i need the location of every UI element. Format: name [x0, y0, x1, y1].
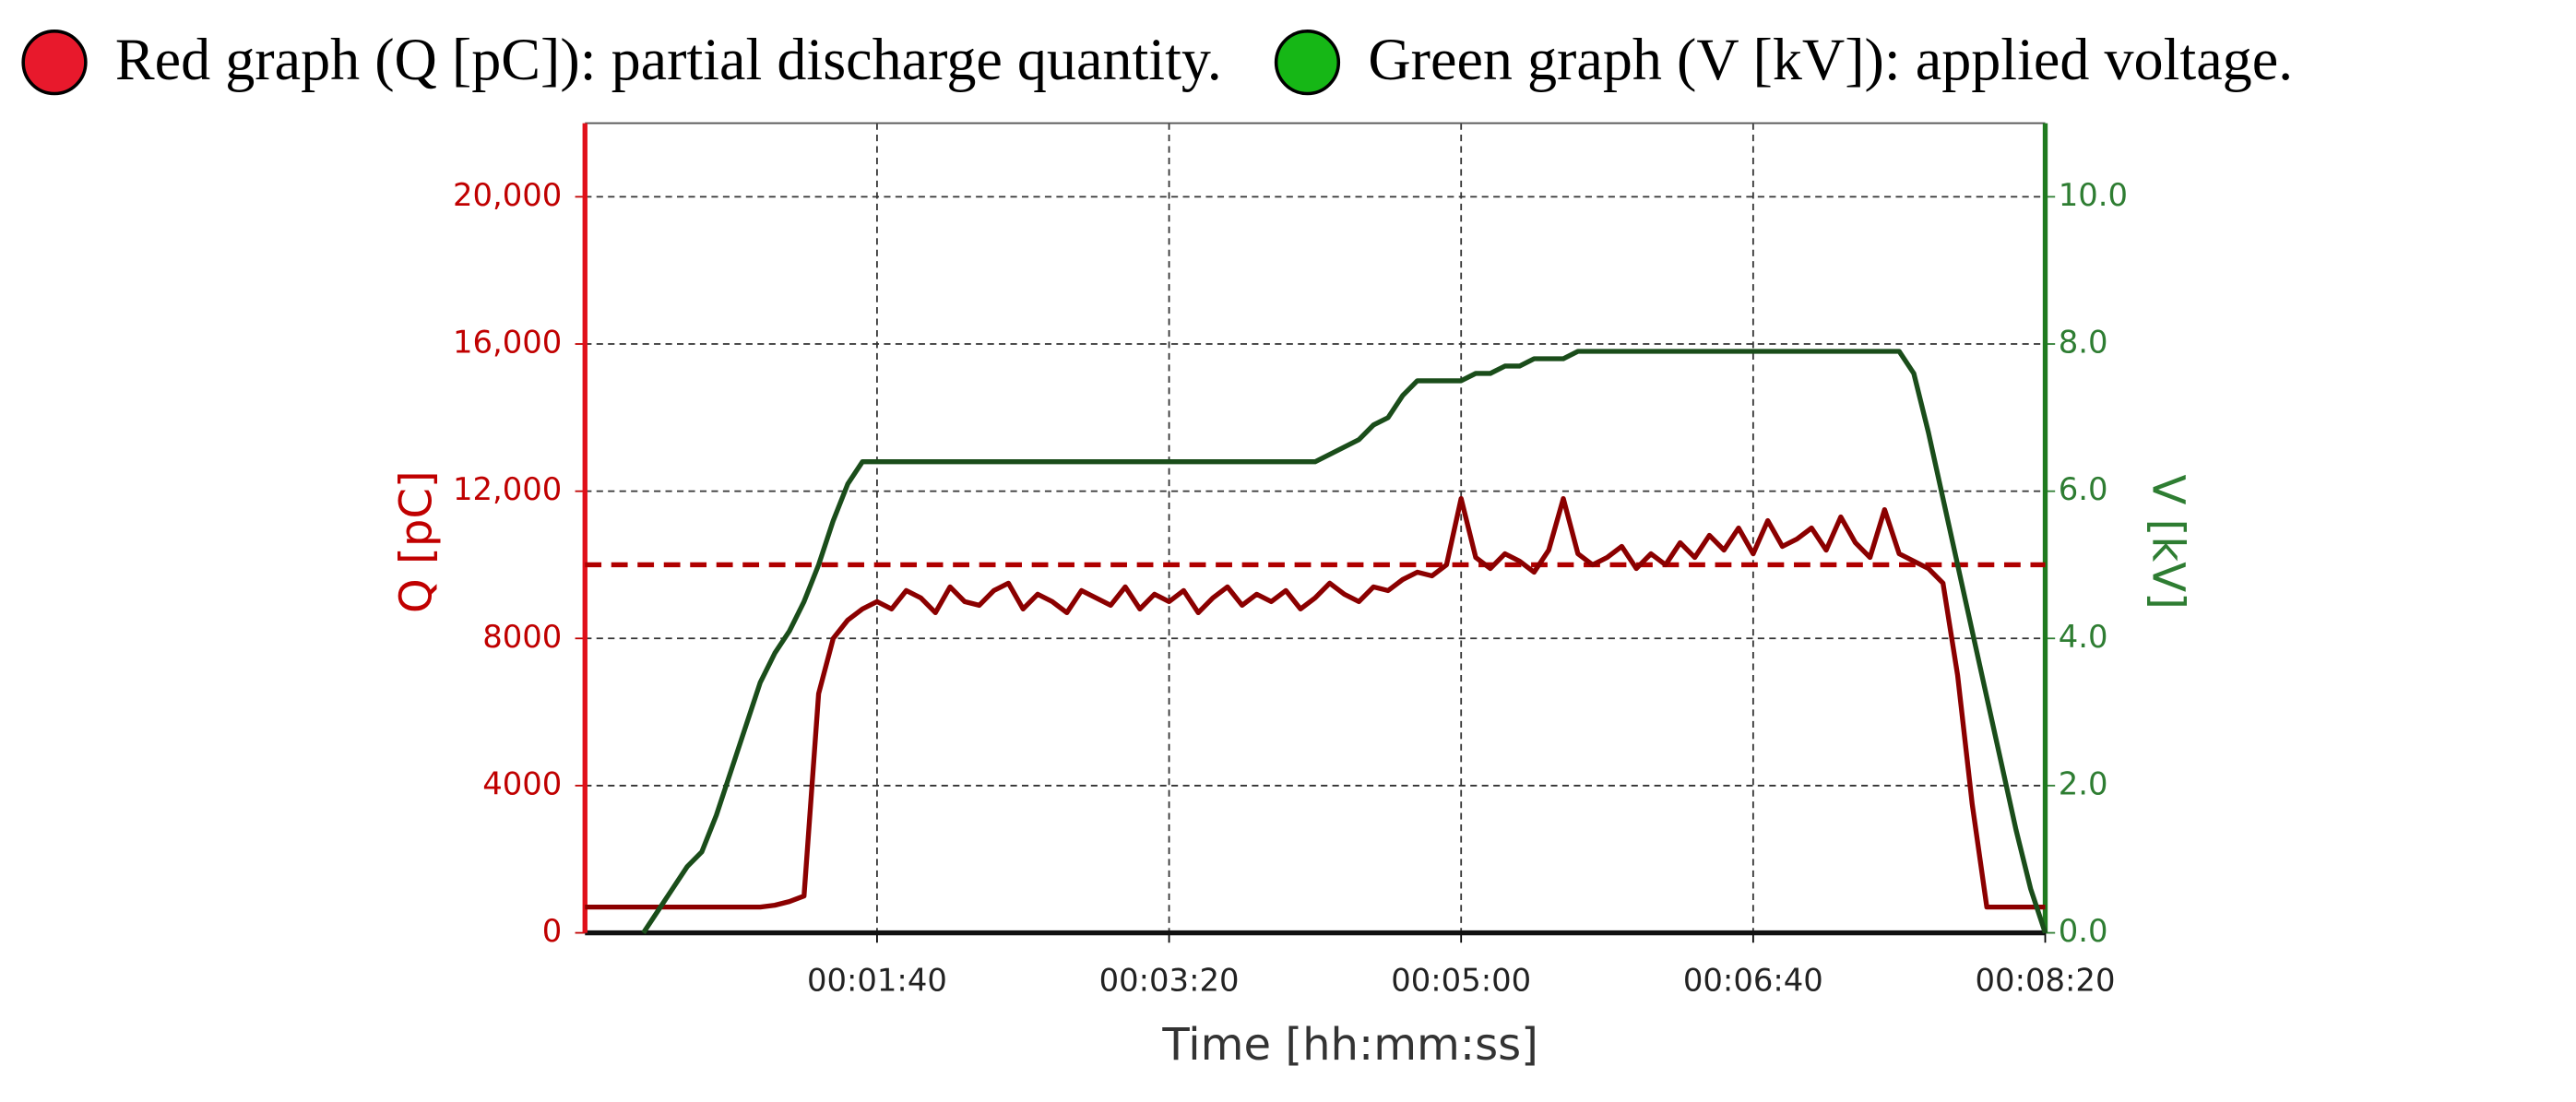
x-tick-label: 00:03:20: [1099, 962, 1240, 998]
y2-tick-label: 8.0: [2059, 325, 2108, 361]
x-tick-label: 00:05:00: [1391, 962, 1531, 998]
y2-tick-label: 0.0: [2059, 913, 2108, 949]
legend-label: Green graph (V [kV]): applied voltage.: [1368, 27, 2293, 92]
x-tick-label: 00:08:20: [1976, 962, 2116, 998]
y2-tick-label: 10.0: [2059, 177, 2128, 213]
x-tick-label: 00:01:40: [807, 962, 947, 998]
y-tick-label: 20,000: [453, 177, 562, 213]
x-axis-title: Time [hh:mm:ss]: [1161, 1019, 1538, 1071]
y-tick-label: 0: [542, 913, 563, 949]
y2-axis-title: V [kV]: [2143, 474, 2194, 609]
y2-tick-label: 6.0: [2059, 471, 2108, 507]
y-axis-title: Q [pC]: [390, 470, 442, 613]
legend-marker: [21, 30, 88, 96]
y-tick-label: 12,000: [453, 471, 562, 507]
legend-marker: [1274, 30, 1341, 96]
series-line: [641, 349, 2048, 935]
series-line: [585, 495, 2046, 910]
legend-label: Red graph (Q [pC]): partial discharge qu…: [115, 27, 1222, 92]
y-tick-label: 4000: [482, 765, 562, 801]
y-tick-label: 8000: [482, 619, 562, 655]
y2-tick-label: 2.0: [2059, 765, 2108, 801]
y-tick-label: 16,000: [453, 325, 562, 361]
x-tick-label: 00:06:40: [1683, 962, 1823, 998]
y2-tick-label: 4.0: [2059, 619, 2108, 655]
